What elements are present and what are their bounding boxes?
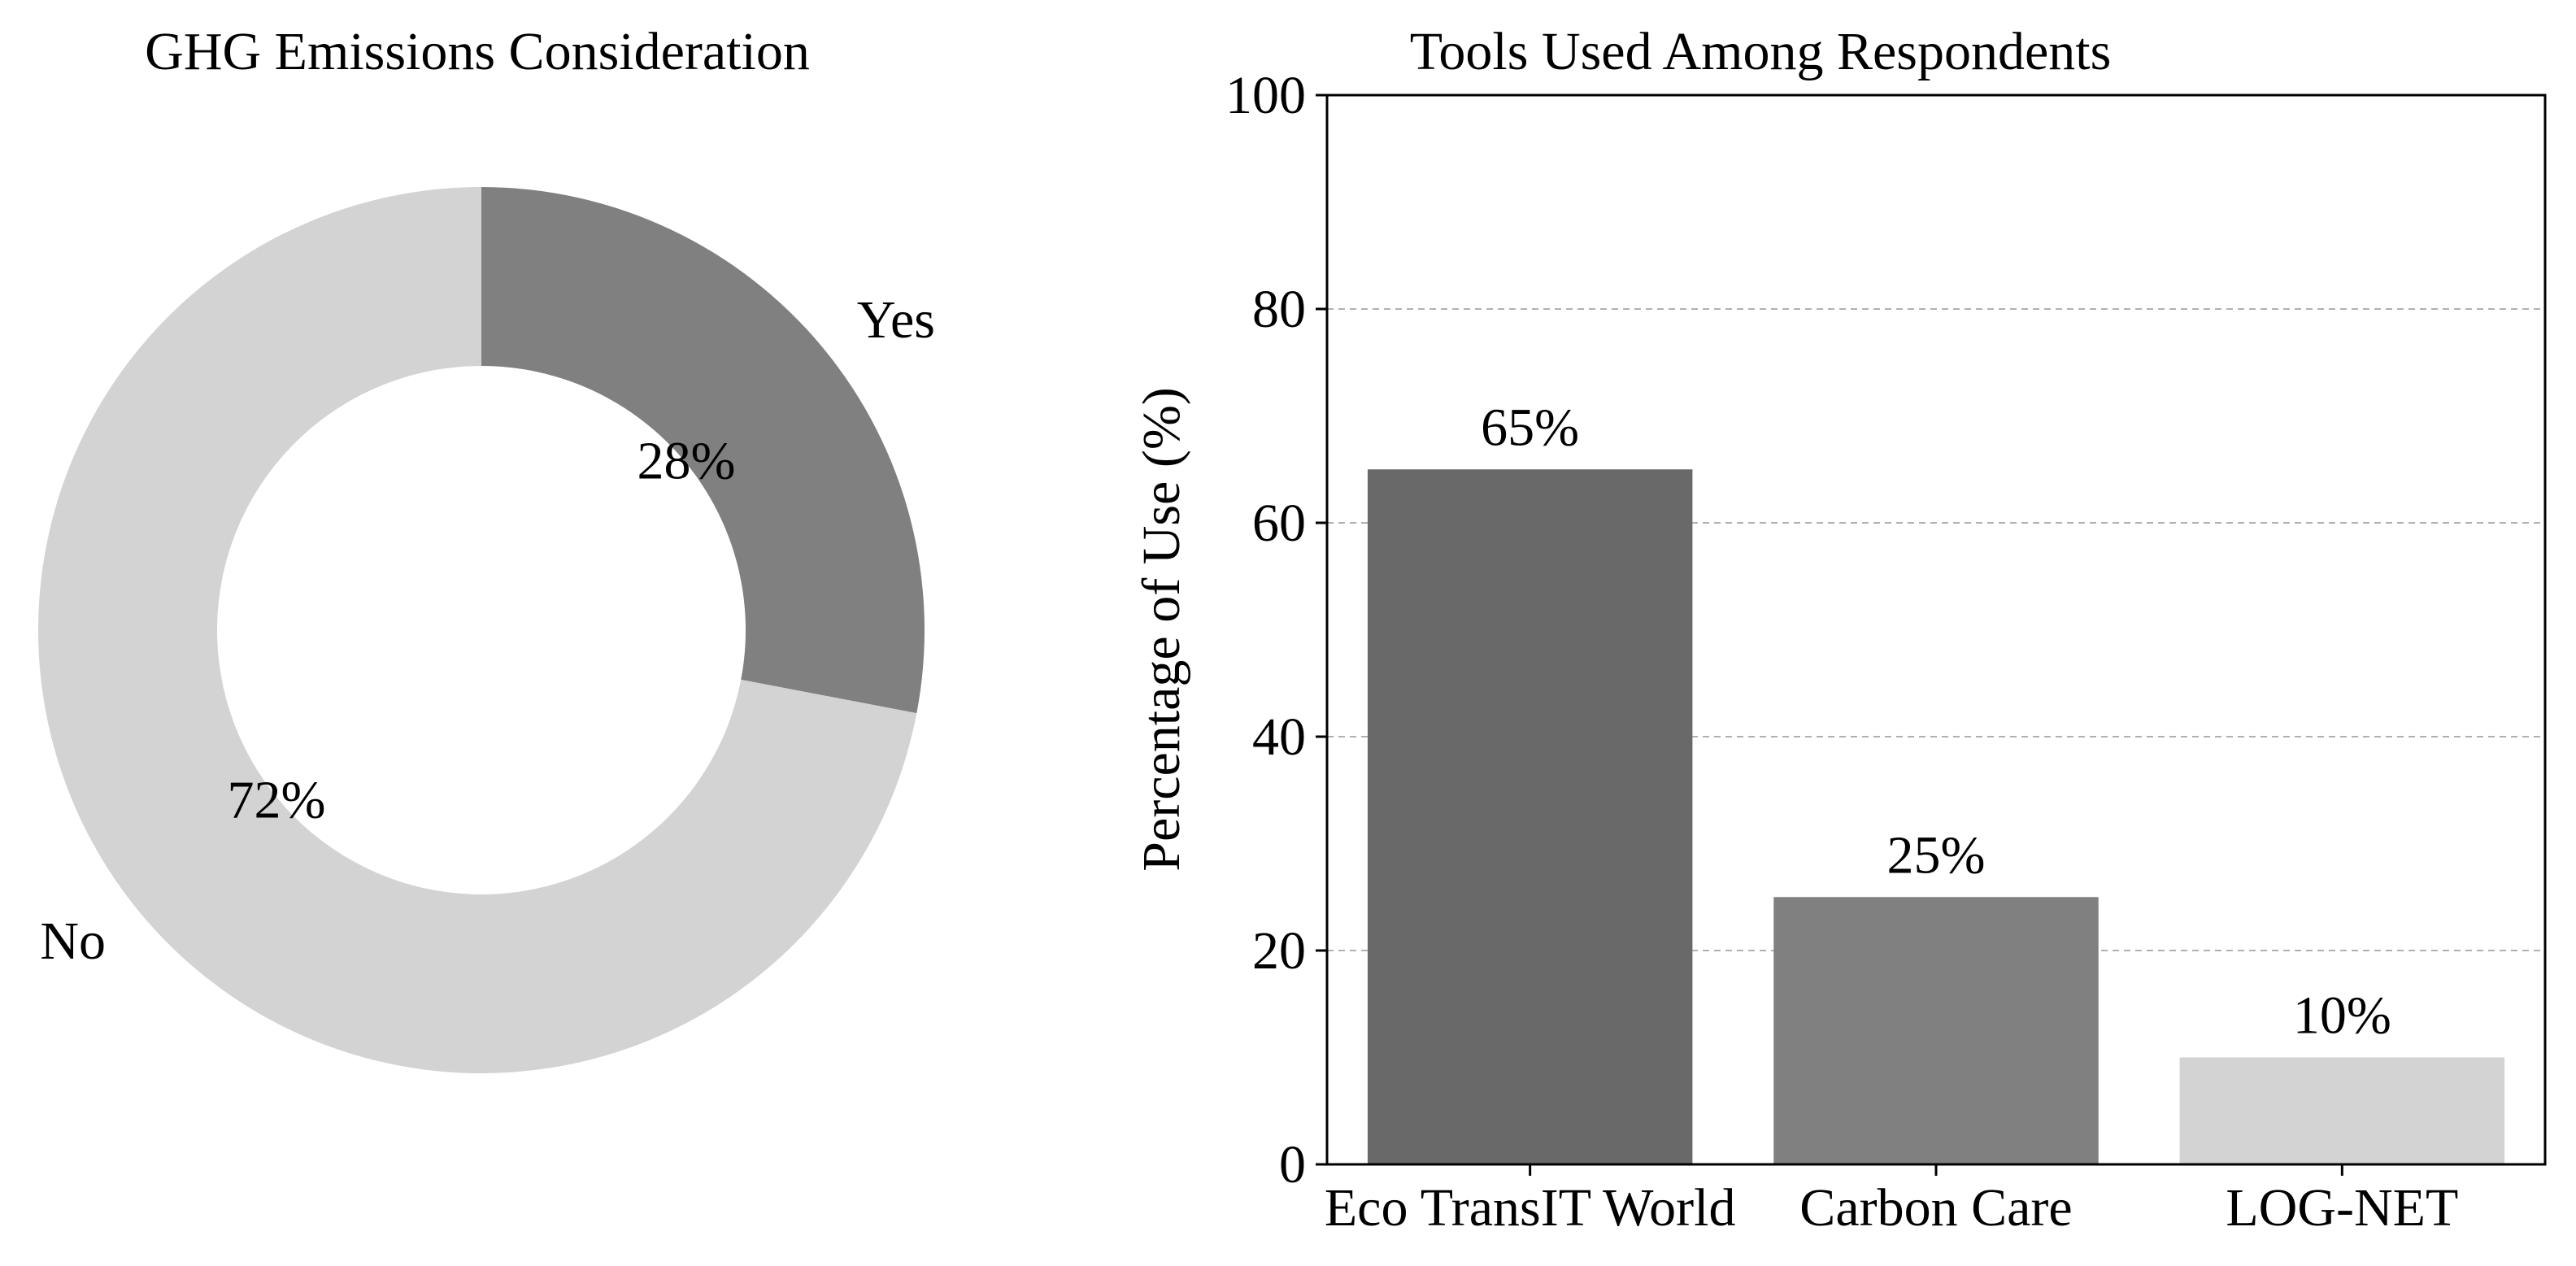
pie-slices (37, 187, 925, 1073)
pie-labels: Yes 28% No 72% (40, 290, 935, 971)
bar (1773, 897, 2099, 1164)
pie-slice-label: No (40, 911, 106, 971)
x-tick-label: LOG-NET (2226, 1178, 2458, 1238)
bar (1367, 469, 1693, 1164)
bar-value-label: 10% (2293, 986, 2391, 1046)
y-tick-label: 100 (1225, 66, 1306, 125)
y-axis-label: Percentage of Use (%) (1132, 387, 1191, 872)
y-tick-label: 80 (1252, 280, 1306, 339)
bar-value-label: 65% (1481, 398, 1579, 457)
bar-chart-panel: Tools Used Among Respondents 65% 25% 10% 0… (1132, 22, 2547, 1238)
bars (1367, 469, 2505, 1164)
y-tick-label: 40 (1252, 707, 1306, 767)
x-axis-ticks: Eco TransIT World Carbon Care LOG-NET (1325, 1164, 2458, 1238)
bar-chart-title: Tools Used Among Respondents (1410, 22, 2112, 81)
y-tick-label: 0 (1279, 1135, 1306, 1194)
y-tick-label: 60 (1252, 494, 1306, 553)
bar (2179, 1057, 2505, 1164)
y-tick-label: 20 (1252, 921, 1306, 981)
x-tick-label: Eco TransIT World (1325, 1178, 1736, 1238)
pie-slice-yes (481, 187, 925, 714)
y-axis-ticks: 0 20 40 60 80 100 (1225, 66, 1327, 1194)
pie-chart-panel: GHG Emissions Consideration Yes 28% No 72% (37, 22, 935, 1073)
bar-value-labels: 65% 25% 10% (1481, 398, 2391, 1045)
x-tick-label: Carbon Care (1799, 1178, 2072, 1238)
pie-chart-title: GHG Emissions Consideration (145, 22, 810, 81)
pie-slice-no (37, 187, 917, 1073)
bar-value-label: 25% (1887, 825, 1986, 885)
pie-slice-label: Yes (857, 290, 935, 350)
pie-slice-percentage: 72% (228, 770, 326, 829)
pie-slice-percentage: 28% (637, 432, 735, 491)
